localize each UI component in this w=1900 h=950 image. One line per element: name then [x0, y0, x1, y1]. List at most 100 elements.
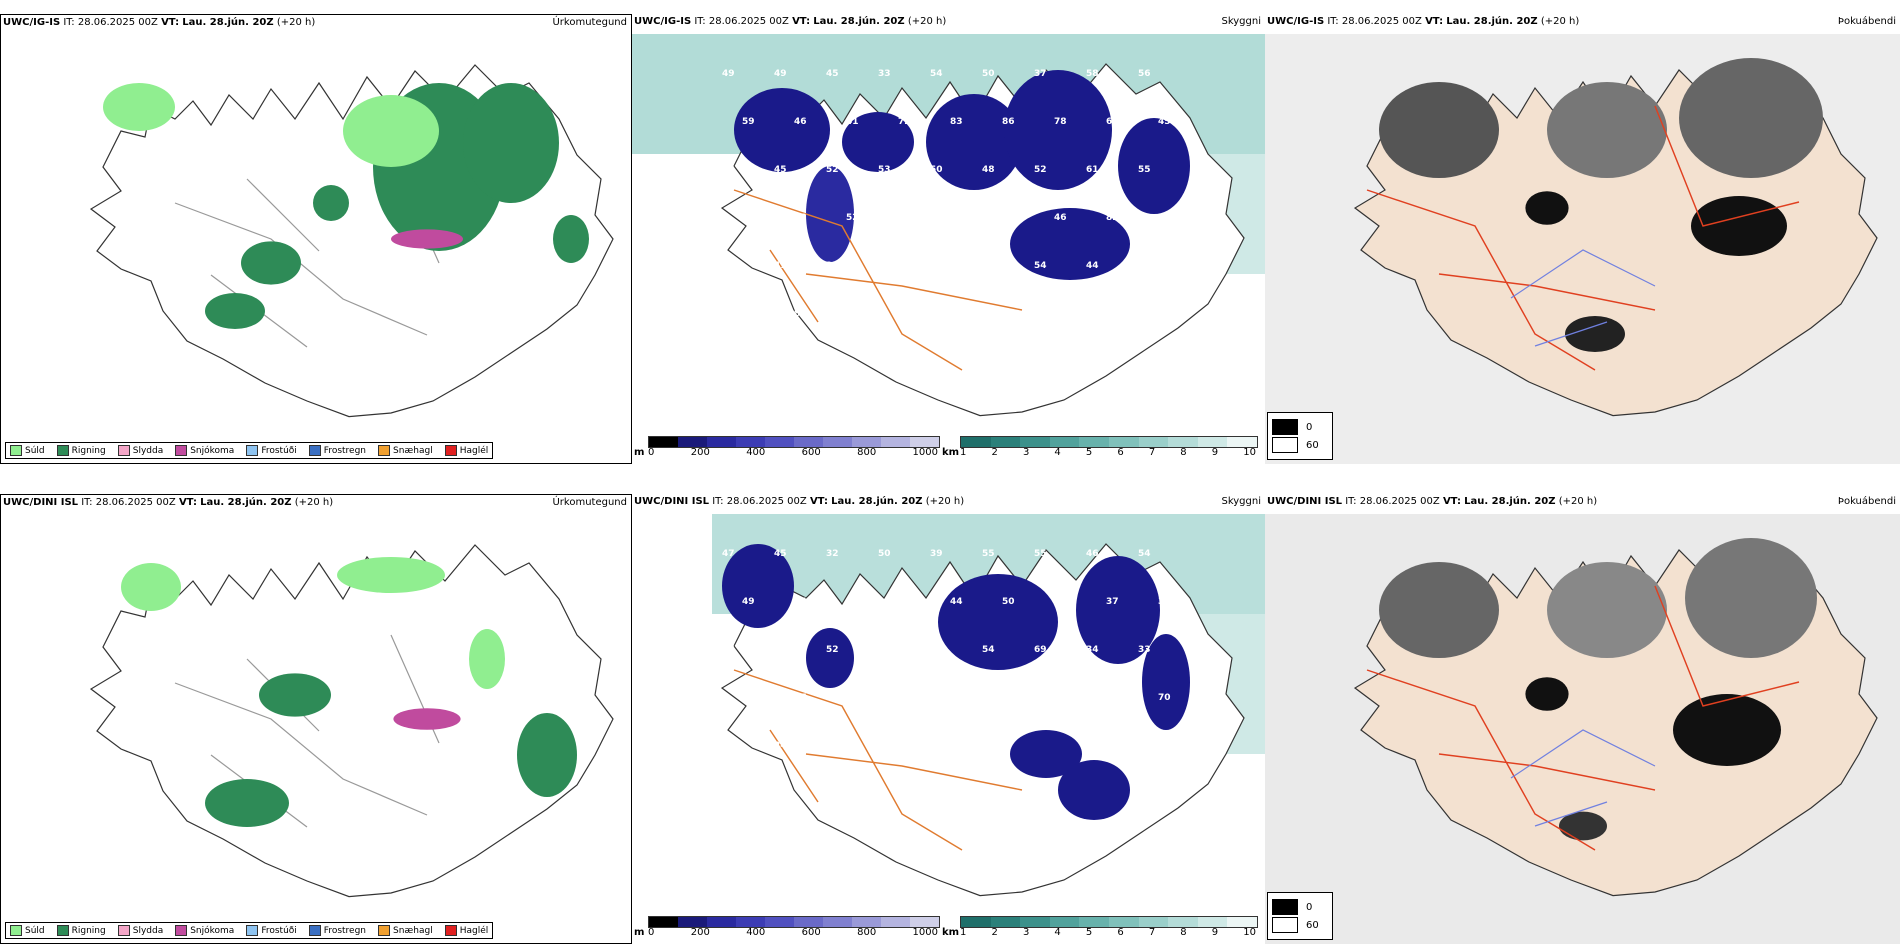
- cloud-value-label: 83: [950, 117, 963, 127]
- cloud-value-label: 65: [1002, 693, 1015, 703]
- cloud-base-colorbar: m 0 200 400 600 800 1000: [634, 916, 944, 942]
- cloud-value-label: 54: [1034, 261, 1047, 271]
- cloud-value-label: 56: [950, 693, 963, 703]
- cloud-value-label: 59: [774, 645, 787, 655]
- visibility-colorbar: km 1 2 3 4 5 6 7 8 9 10: [942, 916, 1260, 942]
- cloud-value-label: 86: [794, 309, 807, 319]
- cloud-value-label: 49: [742, 597, 755, 607]
- cloud-value-label: 52: [1034, 165, 1047, 175]
- precip-map: [90, 544, 614, 898]
- cloud-value-label: 50: [878, 549, 891, 559]
- cloud-value-label: 54: [930, 69, 943, 79]
- precip-legend: Súld Rigning Slydda Snjókoma Frostúði Fr…: [5, 442, 494, 459]
- cloud-value-label: 45: [826, 69, 839, 79]
- cloud-value-label: 34: [1086, 645, 1099, 655]
- panel-header: UWC/DINI ISL IT: 28.06.2025 00Z VT: Lau.…: [3, 497, 334, 508]
- cloud-value-label: 105: [846, 693, 865, 703]
- cloud-value-label: 39: [930, 549, 943, 559]
- cloud-value-label: 32: [826, 549, 839, 559]
- legend-item: Snæhagl: [378, 925, 433, 936]
- cloud-value-label: 54: [982, 645, 995, 655]
- panel-header: UWC/DINI ISL IT: 28.06.2025 00Z VT: Lau.…: [1267, 496, 1598, 507]
- cloud-value-label: 53: [878, 165, 891, 175]
- cloud-value-label: 52: [846, 213, 859, 223]
- cloud-value-label: 221: [826, 261, 845, 271]
- cloud-value-label: 60: [1106, 693, 1119, 703]
- fog-map: [1265, 34, 1900, 464]
- legend-item: Frostregn: [308, 445, 366, 456]
- legend-item: Súld: [10, 925, 45, 936]
- cloud-value-label: 50: [878, 261, 891, 271]
- cloud-value-label: 45: [826, 741, 839, 751]
- cloud-value-label: 44: [950, 597, 963, 607]
- cloud-value-label: 82: [1106, 213, 1119, 223]
- cloud-value-label: 725: [898, 117, 917, 127]
- cloud-value-label: 53: [930, 261, 943, 271]
- fog-map: [1265, 514, 1900, 944]
- cloud-map: [632, 34, 1265, 417]
- cloud-panel-bottom: UWC/DINI ISL IT: 28.06.2025 00Z VT: Lau.…: [632, 494, 1265, 944]
- cloud-value-label: 46: [1054, 213, 1067, 223]
- cloud-value-label: 49: [1054, 597, 1067, 607]
- cloud-value-label: 57: [878, 645, 891, 655]
- cloud-value-label: 49: [774, 69, 787, 79]
- cloud-value-label: 48: [794, 213, 807, 223]
- cloud-value-label: 47: [794, 693, 807, 703]
- cloud-value-label: 56: [1138, 69, 1151, 79]
- legend-item: Rigning: [56, 925, 106, 936]
- cloud-value-label: 64: [1106, 117, 1119, 127]
- visibility-colorbar: km 1 2 3 4 5 6 7 8 9 10: [942, 436, 1260, 462]
- panel-header: UWC/DINI ISL IT: 28.06.2025 00Z VT: Lau.…: [634, 496, 965, 507]
- legend-item: Slydda: [117, 925, 163, 936]
- cloud-value-label: 165: [1158, 213, 1177, 223]
- cloud-value-label: 60: [898, 597, 911, 607]
- cloud-value-label: 47: [722, 549, 735, 559]
- panel-corner-title: Þokuábendi: [1837, 496, 1896, 507]
- legend-item: Snæhagl: [378, 445, 433, 456]
- cloud-value-label: 50: [930, 165, 943, 175]
- panel-header: UWC/IG-IS IT: 28.06.2025 00Z VT: Lau. 28…: [3, 17, 316, 28]
- legend-item: Slydda: [117, 445, 163, 456]
- panel-corner-title: Úrkomutegund: [552, 497, 627, 508]
- legend-item: Súld: [10, 445, 45, 456]
- cloud-value-label: 45: [774, 165, 787, 175]
- cloud-value-label: 52: [826, 645, 839, 655]
- precip-panel-bottom: UWC/DINI ISL IT: 28.06.2025 00Z VT: Lau.…: [0, 494, 632, 944]
- cloud-value-label: 46: [722, 165, 735, 175]
- fog-legend: 0 60: [1267, 892, 1333, 940]
- cloud-value-label: 51: [950, 213, 963, 223]
- cloud-value-label: 40: [742, 693, 755, 703]
- cloud-value-label: 40: [846, 597, 859, 607]
- cloud-value-label: 38: [1158, 597, 1171, 607]
- cloud-value-label: 45: [774, 549, 787, 559]
- fog-panel-bottom: UWC/DINI ISL IT: 28.06.2025 00Z VT: Lau.…: [1265, 494, 1900, 944]
- cloud-value-label: 44: [1086, 261, 1099, 271]
- cloud-value-label: 82: [1002, 309, 1015, 319]
- fog-panel-top: UWC/IG-IS IT: 28.06.2025 00Z VT: Lau. 28…: [1265, 14, 1900, 464]
- cloud-value-label: 50: [982, 69, 995, 79]
- cloud-panel-top: UWC/IG-IS IT: 28.06.2025 00Z VT: Lau. 28…: [632, 14, 1265, 464]
- panel-header: UWC/IG-IS IT: 28.06.2025 00Z VT: Lau. 28…: [1267, 16, 1580, 27]
- legend-item: Frostúði: [246, 925, 297, 936]
- legend-item: Frostregn: [308, 925, 366, 936]
- cloud-value-label: 71: [722, 741, 735, 751]
- precip-legend: Súld Rigning Slydda Snjókoma Frostúði Fr…: [5, 922, 494, 939]
- cloud-value-label: 69: [1034, 645, 1047, 655]
- cloud-value-label: 54: [898, 693, 911, 703]
- legend-item: Haglél: [444, 925, 488, 936]
- cloud-value-label: 72: [1054, 693, 1067, 703]
- cloud-value-label: 83: [742, 213, 755, 223]
- panel-corner-title: Skyggni: [1221, 496, 1261, 507]
- cloud-value-label: 54: [1138, 549, 1151, 559]
- cloud-value-label: 55: [1034, 549, 1047, 559]
- cloud-value-label: 58: [1086, 69, 1099, 79]
- cloud-value-label: 48: [982, 165, 995, 175]
- cloud-value-label: 33: [1138, 645, 1151, 655]
- panel-corner-title: Úrkomutegund: [552, 17, 627, 28]
- panel-corner-title: Skyggni: [1221, 16, 1261, 27]
- cloud-value-label: 59: [742, 117, 755, 127]
- cloud-value-label: 40: [722, 261, 735, 271]
- precip-panel-top: UWC/IG-IS IT: 28.06.2025 00Z VT: Lau. 28…: [0, 14, 632, 464]
- cloud-value-label: 41: [846, 117, 859, 127]
- legend-item: Snjókoma: [175, 445, 234, 456]
